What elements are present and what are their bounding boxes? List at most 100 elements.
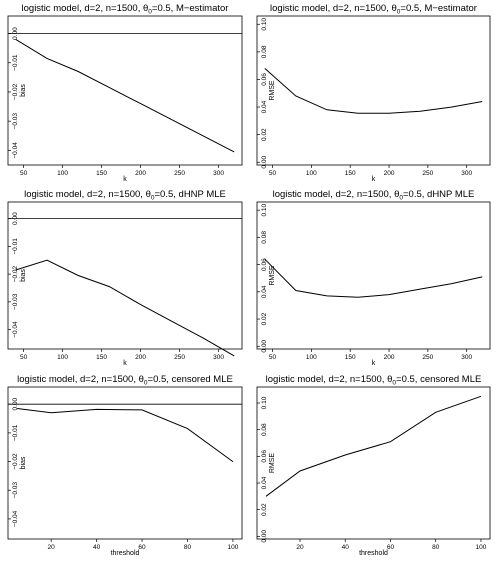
y-tick-label: −0.02 (12, 83, 19, 100)
y-tick-label: −0.04 (12, 510, 19, 527)
x-tick-label: 50 (269, 354, 277, 361)
chart-panel-6: logistic model, d=2, n=1500, θ0=0.5, cen… (256, 374, 491, 557)
y-tick-label: 0.08 (261, 423, 268, 436)
title-subscript: 0 (148, 9, 152, 16)
series-line (265, 395, 482, 497)
y-tick-label: 0.00 (261, 156, 268, 169)
x-tick-label: 60 (387, 544, 395, 551)
title-rest: =0.5, censored MLE (148, 374, 233, 385)
y-tick-label: 0.04 (261, 100, 268, 113)
chart-panel-5: logistic model, d=2, n=1500, θ0=0.5, cen… (7, 374, 243, 557)
y-tick-label: 0.06 (261, 73, 268, 86)
y-axis-label: bias (20, 269, 27, 282)
y-tick-label: 0.06 (261, 450, 268, 463)
title-main: logistic model, d=2, n=1500, θ (273, 189, 400, 200)
title-rest: =0.5, dHNP MLE (155, 189, 226, 200)
title-main: logistic model, d=2, n=1500, θ (24, 189, 151, 200)
y-tick-label: −0.04 (12, 321, 19, 338)
x-tick-label: 100 (227, 544, 238, 551)
y-tick-label: 0.02 (261, 503, 268, 516)
x-tick-label: 200 (384, 354, 395, 361)
x-tick-label: 250 (174, 354, 185, 361)
x-tick-label: 200 (135, 170, 146, 177)
plot-frame (256, 15, 491, 166)
x-tick-label: 20 (296, 544, 304, 551)
y-tick-label: 0.06 (261, 258, 268, 271)
series-line (264, 258, 483, 298)
x-tick-label: 50 (20, 170, 28, 177)
x-tick-label: 150 (345, 170, 356, 177)
y-tick-label: −0.02 (12, 266, 19, 283)
plot-frame (256, 201, 491, 350)
x-tick-label: 60 (138, 544, 146, 551)
y-axis-label: RMSE (269, 265, 276, 286)
y-tick-label: −0.01 (12, 424, 19, 441)
chart-panel-3: logistic model, d=2, n=1500, θ0=0.5, dHN… (7, 189, 243, 367)
y-tick-label: 0.00 (261, 340, 268, 353)
chart-panel-2: logistic model, d=2, n=1500, θ0=0.5, M−e… (256, 3, 491, 183)
series-line (264, 68, 483, 114)
x-tick-label: 250 (174, 170, 185, 177)
x-tick-label: 100 (306, 354, 317, 361)
x-tick-label: 100 (57, 170, 68, 177)
y-tick-label: 0.00 (12, 212, 19, 225)
y-tick-label: 0.04 (261, 476, 268, 489)
title-subscript: 0 (399, 195, 403, 202)
x-axis-label: k (123, 360, 127, 367)
y-axis-label: bias (20, 84, 27, 97)
chart-panel-4: logistic model, d=2, n=1500, θ0=0.5, dHN… (256, 189, 491, 367)
x-axis-label: threshold (359, 550, 388, 556)
x-tick-label: 300 (461, 170, 472, 177)
x-tick-label: 150 (96, 170, 107, 177)
x-axis-label: k (372, 360, 376, 367)
chart-title: logistic model, d=2, n=1500, θ0=0.5, cen… (17, 374, 233, 387)
series-line (15, 259, 235, 357)
x-tick-label: 300 (213, 354, 224, 361)
y-tick-label: −0.03 (12, 293, 19, 310)
title-main: logistic model, d=2, n=1500, θ (270, 3, 397, 14)
title-subscript: 0 (151, 195, 155, 202)
x-tick-label: 80 (184, 544, 192, 551)
chart-panel-1: logistic model, d=2, n=1500, θ0=0.5, M−e… (7, 3, 243, 183)
y-tick-label: 0.08 (261, 231, 268, 244)
x-tick-label: 300 (461, 354, 472, 361)
title-subscript: 0 (397, 9, 401, 16)
title-rest: =0.5, dHNP MLE (403, 189, 474, 200)
title-rest: =0.5, M−estimator (400, 3, 477, 14)
x-tick-label: 50 (20, 354, 28, 361)
title-main: logistic model, d=2, n=1500, θ (266, 374, 393, 385)
plot-frame (7, 201, 243, 350)
title-rest: =0.5, M−estimator (152, 3, 229, 14)
series-line (15, 38, 235, 153)
x-tick-label: 300 (213, 170, 224, 177)
x-tick-label: 250 (422, 354, 433, 361)
title-main: logistic model, d=2, n=1500, θ (17, 374, 144, 385)
x-axis-label: threshold (111, 550, 140, 556)
series-line (17, 408, 234, 463)
x-axis-label: k (123, 176, 127, 183)
x-tick-label: 250 (422, 170, 433, 177)
y-tick-label: 0.02 (261, 312, 268, 325)
plot-frame (256, 386, 491, 540)
y-tick-label: 0.00 (261, 530, 268, 543)
y-axis-label: RMSE (269, 453, 276, 474)
y-axis-label: bias (20, 456, 27, 469)
x-axis-label: k (372, 176, 376, 183)
x-tick-label: 100 (476, 544, 487, 551)
chart-title: logistic model, d=2, n=1500, θ0=0.5, M−e… (22, 3, 229, 16)
chart-title: logistic model, d=2, n=1500, θ0=0.5, cen… (266, 374, 482, 387)
title-subscript: 0 (392, 380, 396, 387)
y-tick-label: −0.02 (12, 453, 19, 470)
x-tick-label: 100 (57, 354, 68, 361)
y-tick-label: 0.08 (261, 45, 268, 58)
y-tick-label: 0.10 (261, 18, 268, 31)
x-tick-label: 200 (384, 170, 395, 177)
x-tick-label: 150 (96, 354, 107, 361)
y-axis-label: RMSE (269, 80, 276, 101)
x-tick-label: 100 (306, 170, 317, 177)
x-tick-label: 40 (93, 544, 101, 551)
x-tick-label: 50 (269, 170, 277, 177)
y-tick-label: −0.04 (12, 142, 19, 159)
chart-title: logistic model, d=2, n=1500, θ0=0.5, dHN… (273, 189, 475, 202)
